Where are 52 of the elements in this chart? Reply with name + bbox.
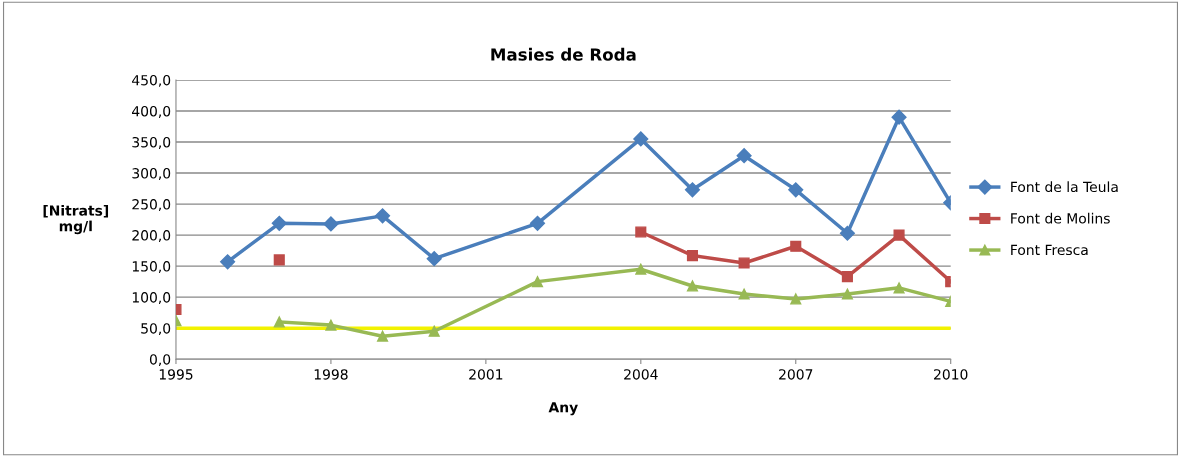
point — [426, 251, 442, 267]
legend-label: Font Fresca — [1011, 244, 1088, 256]
point — [325, 319, 337, 331]
point — [323, 216, 339, 232]
point — [273, 316, 285, 328]
point — [635, 263, 647, 275]
point — [686, 250, 699, 262]
point — [788, 182, 804, 198]
y-tick-label: 250,0 — [132, 199, 171, 211]
x-tick-label: 2007 — [779, 369, 813, 380]
y-tick-label: 100,0 — [132, 292, 171, 305]
y-tick-label: 400,0 — [132, 105, 171, 118]
y-tick-label: 0,0 — [149, 354, 171, 367]
point — [686, 280, 699, 292]
point — [841, 288, 853, 300]
point — [893, 282, 905, 294]
point — [273, 254, 285, 266]
point — [529, 215, 546, 231]
point — [841, 271, 853, 283]
y-tick-label: 450,0 — [132, 74, 171, 87]
point — [738, 288, 750, 300]
legend-label: Font de Molins — [1011, 212, 1110, 224]
point — [790, 240, 802, 252]
y-axis-title: [Nitrats] mg/l — [43, 205, 109, 235]
point — [790, 293, 802, 305]
legend-label: Font de la Teula — [1011, 181, 1118, 193]
point — [531, 276, 544, 288]
y-tick-label: 350,0 — [132, 136, 171, 149]
point — [736, 148, 752, 164]
x-tick-label: 2010 — [934, 369, 968, 380]
x-axis-title: Any — [548, 402, 578, 416]
y-tick-label: 300,0 — [132, 168, 171, 180]
y-tick-label: 200,0 — [132, 230, 171, 242]
x-tick-label: 2001 — [469, 369, 503, 380]
point — [893, 229, 905, 241]
point — [377, 330, 389, 342]
point — [271, 215, 287, 231]
point — [839, 225, 855, 241]
x-tick-label: 1998 — [314, 369, 348, 380]
y-tick-label: 50,0 — [141, 323, 171, 336]
x-tick-label: 1995 — [159, 369, 193, 380]
point — [428, 325, 440, 337]
chart-title: Masies de Roda — [491, 47, 636, 61]
x-tick-label: 2004 — [624, 369, 658, 380]
y-tick-label: 150,0 — [132, 261, 171, 274]
point — [738, 257, 750, 269]
point — [891, 109, 907, 125]
point — [684, 182, 701, 198]
point — [635, 226, 647, 238]
point — [633, 131, 649, 147]
point — [374, 208, 391, 224]
point — [220, 254, 236, 270]
